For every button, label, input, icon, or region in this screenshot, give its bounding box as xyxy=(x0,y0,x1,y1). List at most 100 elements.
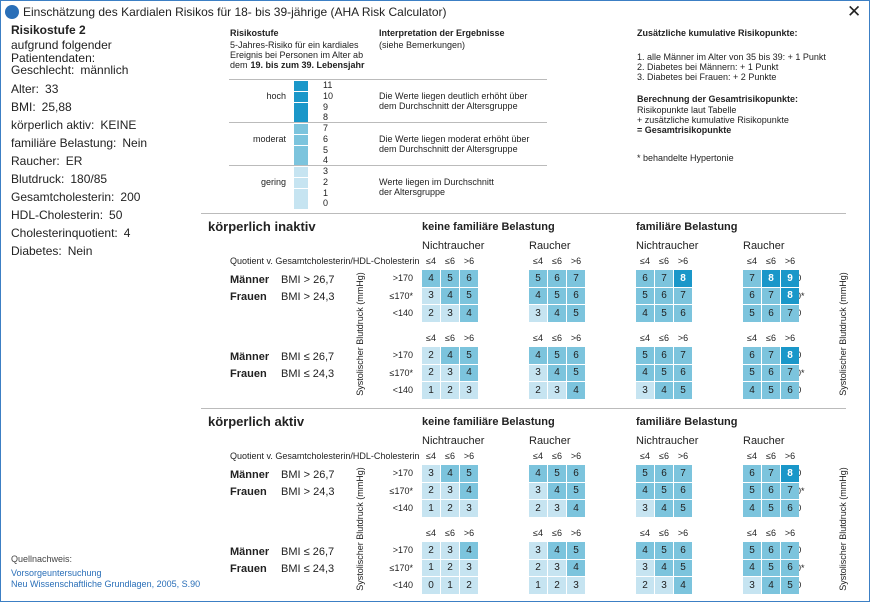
risk-cell: 3 xyxy=(422,287,440,304)
field-value: 50 xyxy=(109,208,123,222)
quotient-col-label: ≤4 xyxy=(747,333,757,343)
title-bar xyxy=(1,1,869,23)
risk-cell: 5 xyxy=(441,270,459,287)
risk-cell: 3 xyxy=(460,559,478,576)
risk-cell: 5 xyxy=(567,364,585,381)
patient-field: BMI: 25,88 xyxy=(11,100,72,114)
legend-emphasis: 19. bis zum 39. Lebensjahr xyxy=(250,60,365,70)
risk-cell: 4 xyxy=(548,482,566,499)
sex-label: Frauen xyxy=(230,291,267,303)
quotient-col-label: >6 xyxy=(677,333,689,343)
field-value: 200 xyxy=(120,190,141,204)
interp-sub: (siehe Bemerkungen) xyxy=(379,40,466,50)
patient-field: HDL-Cholesterin: 50 xyxy=(11,208,123,222)
bmi-label: BMI > 26,7 xyxy=(281,469,335,481)
quotient-col-label: >6 xyxy=(784,333,796,343)
bp-row-label: >170 xyxy=(392,545,413,555)
note: * behandelte Hypertonie xyxy=(637,153,734,163)
risk-cell: 5 xyxy=(674,382,692,399)
calc-result: = Gesamtrisikopunkte xyxy=(637,125,732,135)
risk-cell: 6 xyxy=(655,465,673,482)
divider xyxy=(229,79,547,80)
group-heading: keine familiäre Belastung xyxy=(422,416,555,428)
risk-cell: 6 xyxy=(460,270,478,287)
risk-cell: 8 xyxy=(781,287,799,304)
field-label: Gesamtcholesterin: xyxy=(11,190,115,204)
smoker-heading: Raucher xyxy=(743,435,785,447)
risk-cell: 6 xyxy=(674,482,692,499)
risk-cell: 4 xyxy=(441,465,459,482)
extra-item: 1. alle Männer im Alter von 35 bis 39: +… xyxy=(637,52,826,62)
quotient-col-label: ≤6 xyxy=(445,451,455,461)
risk-cell: 7 xyxy=(674,347,692,364)
risk-cell: 5 xyxy=(567,305,585,322)
risk-cell: 5 xyxy=(655,305,673,322)
risk-cell: 6 xyxy=(674,364,692,381)
scale-box xyxy=(294,188,308,199)
scale-number: 0 xyxy=(323,198,329,209)
smoker-heading: Nichtraucher xyxy=(422,435,485,447)
quotient-col-label: >6 xyxy=(677,451,689,461)
scale-number: 8 xyxy=(323,112,329,123)
sex-label: Männer xyxy=(230,546,270,558)
scale-box xyxy=(294,81,308,91)
group-heading: keine familiäre Belastung xyxy=(422,221,555,233)
risk-cell: 6 xyxy=(743,287,761,304)
patient-field: Alter: 33 xyxy=(11,82,58,96)
scale-box xyxy=(294,156,308,167)
scale-box xyxy=(294,134,308,145)
risk-cell: 2 xyxy=(636,577,654,594)
interpretation: Die Werte liegen moderat erhöht über xyxy=(379,134,530,144)
bp-axis-label: Systolischer Blutdruck (mmHg) xyxy=(838,467,849,591)
risk-cell: 8 xyxy=(674,270,692,287)
sex-label: Frauen xyxy=(230,563,267,575)
smoker-heading: Raucher xyxy=(529,240,571,252)
quotient-col-label: >6 xyxy=(784,256,796,266)
risk-cell: 5 xyxy=(762,559,780,576)
risk-cell: 4 xyxy=(567,559,585,576)
section-title: körperlich inaktiv xyxy=(208,219,316,234)
quotient-col-label: >6 xyxy=(784,528,796,538)
risk-cell: 5 xyxy=(460,465,478,482)
scale-number: 11 xyxy=(323,80,333,90)
risk-cell: 5 xyxy=(762,500,780,517)
field-label: Blutdruck: xyxy=(11,172,65,186)
quotient-col-label: ≤6 xyxy=(766,528,776,538)
interpretation: Die Werte liegen deutlich erhöht über xyxy=(379,91,528,101)
quotient-label: Quotient v. Gesamtcholesterin/HDL-Choles… xyxy=(230,256,420,266)
risk-cell: 5 xyxy=(529,270,547,287)
risk-cell: 4 xyxy=(529,347,547,364)
risk-cell: 6 xyxy=(781,382,799,399)
level-label: moderat xyxy=(252,134,286,144)
risk-cell: 4 xyxy=(529,465,547,482)
quotient-col-label: ≤4 xyxy=(426,333,436,343)
risk-cell: 4 xyxy=(743,559,761,576)
patient-field: Gesamtcholesterin: 200 xyxy=(11,190,141,204)
scale-number: 2 xyxy=(323,176,329,187)
interpretation: dem Durchschnitt der Altersgruppe xyxy=(379,101,518,111)
quotient-col-label: >6 xyxy=(677,256,689,266)
bp-row-label: ≤170* xyxy=(389,485,413,496)
risk-cell: 3 xyxy=(422,465,440,482)
bmi-label: BMI > 26,7 xyxy=(281,274,335,286)
risk-cell: 6 xyxy=(781,500,799,517)
risk-cell: 4 xyxy=(460,542,478,559)
scale-box xyxy=(294,91,308,102)
risk-cell: 4 xyxy=(529,287,547,304)
scale-box xyxy=(294,102,308,113)
risk-cell: 4 xyxy=(743,500,761,517)
divider xyxy=(229,122,547,123)
close-button[interactable]: ✕ xyxy=(847,2,862,21)
smoker-heading: Nichtraucher xyxy=(422,240,485,252)
risk-cell: 4 xyxy=(548,364,566,381)
bmi-label: BMI ≤ 26,7 xyxy=(281,351,335,363)
quotient-col-label: >6 xyxy=(677,528,689,538)
risk-cell: 4 xyxy=(567,382,585,399)
risk-cell: 5 xyxy=(548,347,566,364)
risk-cell: 3 xyxy=(441,542,459,559)
risk-cell: 5 xyxy=(743,364,761,381)
risk-cell: 4 xyxy=(655,382,673,399)
risk-cell: 2 xyxy=(460,577,478,594)
risk-level: Risikostufe 2 xyxy=(11,23,86,37)
